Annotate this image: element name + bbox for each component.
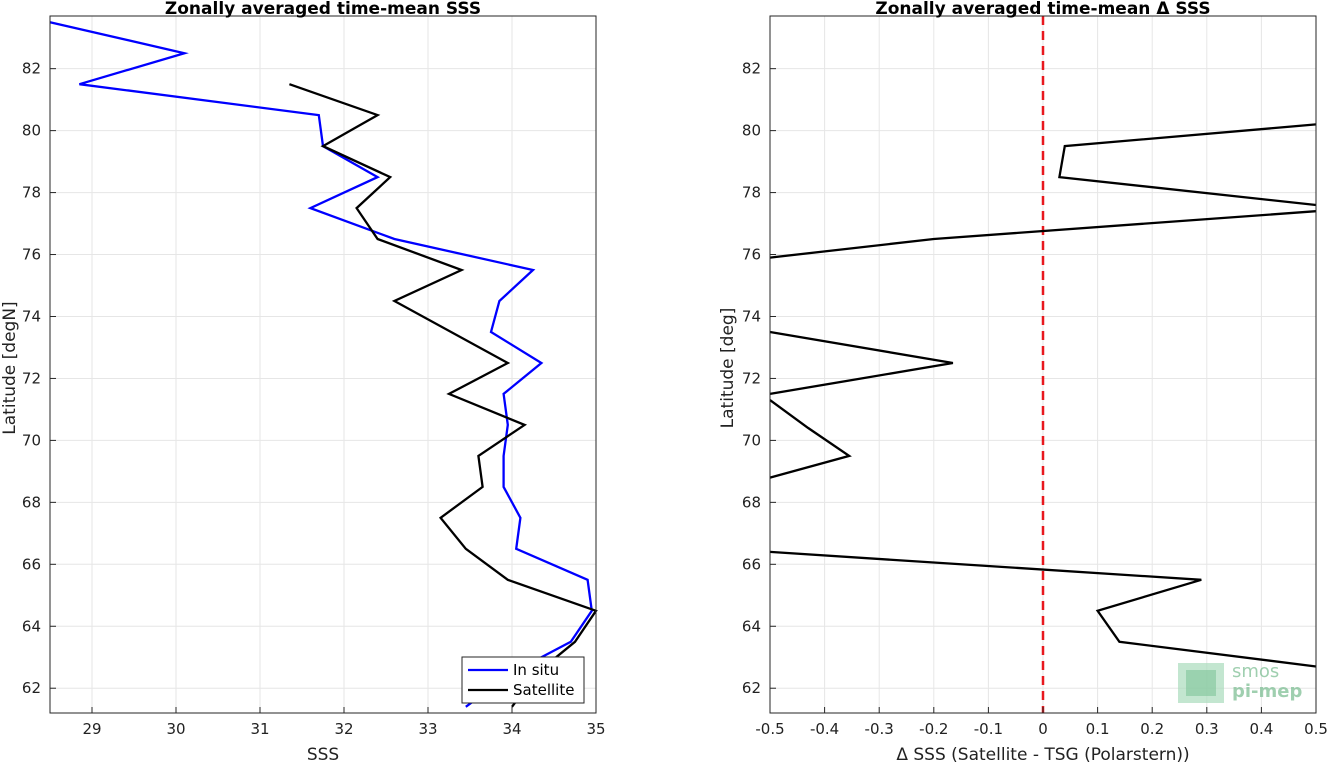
legend: In situ Satellite — [461, 656, 585, 704]
x-tick-label: 0 — [1038, 720, 1048, 738]
y-tick-label: 70 — [22, 431, 41, 449]
y-tick-label: 80 — [22, 122, 41, 140]
plot-area-left — [50, 16, 596, 713]
smos-pi-mep-logo: smos pi-mep — [1178, 661, 1302, 703]
y-tick-label: 76 — [22, 246, 41, 264]
y-tick-label: 72 — [742, 369, 761, 387]
y-tick-label: 74 — [22, 307, 41, 325]
y-tick-label: 76 — [742, 246, 761, 264]
x-tick-label: 0.3 — [1195, 720, 1219, 738]
y-tick-label: 62 — [22, 679, 41, 697]
series-line-delta-sss — [1058, 123, 1317, 207]
x-tick-label: 0.1 — [1086, 720, 1110, 738]
y-axis-label-left: Latitude [degN] — [0, 301, 20, 434]
legend-box — [461, 656, 585, 704]
x-tick-label: -0.4 — [810, 720, 839, 738]
panel-right-delta-sss: -0.5 -0.4 -0.3 -0.2 -0.1 0 0.1 0.2 0.3 0.4 0.5 626… — [718, 0, 1327, 764]
logo-text-smos: smos — [1232, 661, 1279, 682]
series-line-delta-sss — [769, 550, 1317, 668]
x-tick-label: 34 — [502, 720, 521, 738]
series-left — [49, 21, 598, 708]
x-ticks-left: 29 30 31 32 33 34 35 — [82, 707, 606, 738]
x-tick-label: 29 — [82, 720, 101, 738]
x-tick-label: 33 — [418, 720, 437, 738]
y-tick-label: 78 — [742, 184, 761, 202]
y-tick-label: 68 — [742, 493, 761, 511]
y-tick-label: 82 — [22, 60, 41, 78]
grid-left — [50, 16, 597, 713]
y-tick-label: 74 — [742, 307, 761, 325]
x-tick-label: -0.5 — [755, 720, 784, 738]
series-line-delta-sss — [769, 210, 1317, 259]
y-tick-label: 66 — [22, 555, 41, 573]
y-ticks-right: 62 64 66 68 70 72 74 76 78 80 82 — [742, 60, 776, 697]
y-tick-label: 68 — [22, 493, 41, 511]
logo-mark-inner — [1186, 670, 1216, 696]
x-tick-label: -0.1 — [974, 720, 1003, 738]
axes-box-left — [49, 15, 597, 714]
x-tick-label: 0.2 — [1140, 720, 1164, 738]
x-tick-label: -0.2 — [919, 720, 948, 738]
y-tick-label: 66 — [742, 555, 761, 573]
y-tick-label: 72 — [22, 369, 41, 387]
x-tick-label: 30 — [166, 720, 185, 738]
y-ticks-left: 62 64 66 68 70 72 74 76 78 80 82 — [22, 60, 56, 697]
y-tick-label: 80 — [742, 122, 761, 140]
y-tick-label: 64 — [22, 617, 41, 635]
y-tick-label: 78 — [22, 184, 41, 202]
panel-left-sss: 29 30 31 32 33 34 35 62 64 66 68 70 72 74 76 78 80 82 Zo… — [0, 0, 606, 764]
series-line-satellite — [289, 83, 598, 708]
chart-title-right: Zonally averaged time-mean Δ SSS — [875, 0, 1210, 19]
legend-label-satellite: Satellite — [513, 681, 574, 699]
y-tick-label: 70 — [742, 431, 761, 449]
x-ticks-right: -0.5 -0.4 -0.3 -0.2 -0.1 0 0.1 0.2 0.3 0.4 0.5 — [755, 707, 1327, 738]
x-axis-label-right: Δ SSS (Satellite - TSG (Polarstern)) — [896, 745, 1189, 764]
logo-text-pi-mep: pi-mep — [1232, 681, 1302, 702]
y-tick-label: 62 — [742, 679, 761, 697]
x-tick-label: -0.3 — [865, 720, 894, 738]
y-tick-label: 82 — [742, 60, 761, 78]
y-axis-label-right: Latitude [deg] — [718, 308, 738, 429]
legend-label-in-situ: In situ — [513, 661, 559, 679]
x-tick-label: 31 — [250, 720, 269, 738]
x-tick-label: 0.5 — [1304, 720, 1327, 738]
series-right — [769, 123, 1317, 668]
series-line-in-situ — [49, 21, 593, 708]
x-tick-label: 35 — [586, 720, 605, 738]
x-axis-label-left: SSS — [307, 745, 339, 764]
x-tick-label: 32 — [334, 720, 353, 738]
x-tick-label: 0.4 — [1249, 720, 1273, 738]
chart-title-left: Zonally averaged time-mean SSS — [165, 0, 481, 19]
series-line-delta-sss — [769, 399, 852, 479]
series-line-delta-sss — [769, 330, 954, 396]
y-tick-label: 64 — [742, 617, 761, 635]
